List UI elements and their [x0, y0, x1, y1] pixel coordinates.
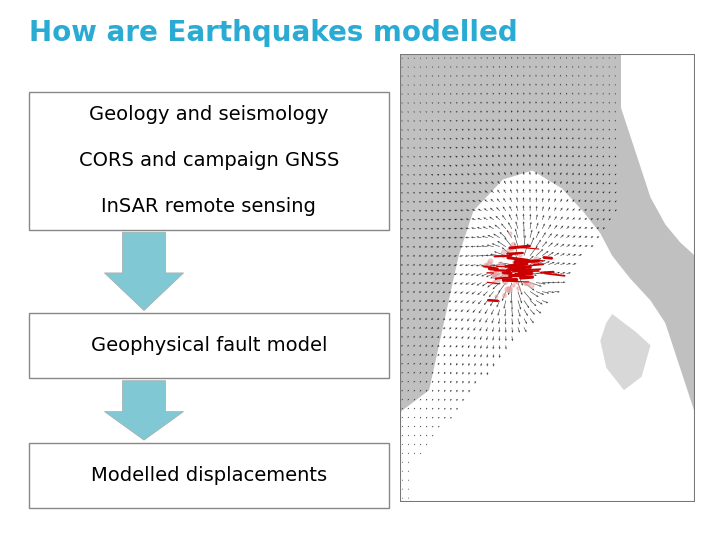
Point [492, 275, 503, 284]
Point [498, 291, 510, 299]
FancyBboxPatch shape [29, 92, 389, 230]
Polygon shape [104, 232, 184, 310]
Point [510, 264, 522, 272]
Point [512, 266, 523, 274]
Point [526, 280, 537, 289]
FancyBboxPatch shape [29, 443, 389, 508]
Point [503, 285, 515, 293]
Point [505, 244, 517, 253]
FancyBboxPatch shape [29, 313, 389, 378]
Point [488, 263, 500, 272]
Point [509, 276, 521, 285]
Point [521, 267, 533, 276]
Point [519, 279, 531, 287]
Point [502, 246, 513, 254]
Point [500, 278, 511, 287]
Point [513, 264, 525, 272]
Point [498, 269, 510, 278]
Text: Geophysical fault model: Geophysical fault model [91, 336, 327, 355]
Text: CORS and campaign GNSS: CORS and campaign GNSS [78, 151, 339, 170]
Point [488, 268, 500, 277]
Point [509, 258, 521, 267]
Polygon shape [104, 381, 184, 440]
Point [520, 263, 531, 272]
Text: InSAR remote sensing: InSAR remote sensing [102, 197, 316, 216]
Point [515, 262, 526, 271]
Text: Modelled displacements: Modelled displacements [91, 465, 327, 485]
Point [510, 257, 521, 266]
Point [480, 261, 492, 269]
Point [500, 272, 512, 280]
Point [504, 262, 516, 271]
Point [530, 255, 541, 264]
Point [494, 271, 505, 279]
Point [487, 272, 499, 281]
Point [509, 268, 521, 276]
Point [523, 270, 534, 279]
Point [521, 279, 533, 287]
Polygon shape [400, 171, 695, 502]
Point [516, 258, 527, 267]
Point [490, 292, 502, 300]
Point [509, 261, 521, 269]
Point [498, 251, 509, 260]
Point [484, 259, 495, 267]
Point [511, 258, 523, 266]
Polygon shape [621, 54, 695, 256]
Point [485, 256, 496, 265]
Point [521, 267, 532, 276]
Point [503, 269, 515, 278]
Point [504, 229, 516, 238]
Point [486, 267, 498, 275]
Point [487, 278, 499, 286]
Polygon shape [600, 314, 651, 390]
Point [511, 278, 523, 287]
Point [495, 260, 506, 268]
Point [524, 268, 536, 277]
Point [513, 284, 524, 292]
Point [513, 272, 525, 280]
Point [510, 264, 521, 272]
Point [488, 271, 500, 279]
Point [503, 285, 515, 294]
Point [523, 270, 535, 279]
Point [508, 281, 519, 289]
Point [497, 247, 508, 256]
Point [497, 262, 508, 271]
Point [501, 285, 513, 293]
Text: How are Earthquakes modelled: How are Earthquakes modelled [29, 19, 518, 47]
Point [502, 252, 513, 260]
Point [490, 267, 502, 276]
Point [523, 263, 534, 272]
Point [514, 251, 526, 259]
Text: Geology and seismology: Geology and seismology [89, 105, 328, 124]
Point [508, 240, 519, 248]
Point [498, 273, 510, 282]
